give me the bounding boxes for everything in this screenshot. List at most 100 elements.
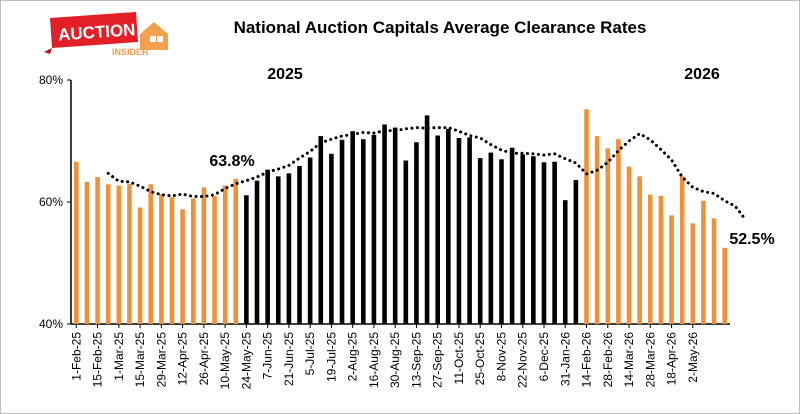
x-tick-label: 8-Nov-25 bbox=[494, 332, 508, 382]
x-tick-label: 28-Mar-26 bbox=[643, 332, 657, 388]
bar bbox=[594, 136, 600, 324]
bar bbox=[701, 200, 706, 324]
bar bbox=[169, 197, 175, 324]
bar bbox=[541, 162, 547, 324]
x-tick-label: 1-Mar-25 bbox=[112, 332, 126, 381]
bar bbox=[244, 195, 249, 324]
svg-text:INSIDER: INSIDER bbox=[112, 47, 149, 57]
bar bbox=[499, 159, 504, 324]
bar bbox=[265, 169, 270, 324]
bar bbox=[350, 131, 355, 324]
bar bbox=[446, 128, 451, 324]
bar bbox=[626, 166, 632, 324]
bar bbox=[180, 209, 185, 324]
bar bbox=[562, 200, 568, 324]
bar bbox=[392, 127, 398, 324]
x-tick-label: 16-Aug-25 bbox=[367, 332, 381, 388]
bar bbox=[414, 142, 419, 324]
bar bbox=[318, 136, 324, 324]
bar bbox=[361, 139, 366, 324]
bar bbox=[105, 184, 111, 324]
x-tick-label: 12-Apr-25 bbox=[176, 332, 190, 386]
x-tick-label: 30-Aug-25 bbox=[388, 332, 402, 388]
bar bbox=[647, 194, 653, 324]
bar bbox=[371, 134, 377, 324]
bar bbox=[137, 207, 143, 324]
x-tick-label: 10-May-25 bbox=[218, 332, 232, 390]
x-tick-label: 19-Jul-25 bbox=[324, 332, 338, 382]
x-tick-label: 14-Mar-26 bbox=[622, 332, 636, 388]
y-tick-label: 80% bbox=[39, 73, 63, 87]
bar bbox=[520, 154, 526, 324]
x-tick-label: 13-Sep-25 bbox=[409, 332, 423, 388]
bar bbox=[233, 178, 239, 324]
trend-line bbox=[106, 126, 748, 222]
bar bbox=[254, 180, 260, 324]
annotation-peak: 63.8% bbox=[209, 153, 254, 170]
bar bbox=[222, 185, 228, 324]
x-tick-label: 2-May-26 bbox=[686, 332, 700, 383]
bar bbox=[201, 187, 207, 324]
bar bbox=[605, 148, 611, 324]
bar bbox=[382, 124, 387, 324]
x-tick-label: 25-Oct-25 bbox=[473, 332, 487, 386]
bar bbox=[658, 195, 664, 324]
x-tick-label: 18-Apr-26 bbox=[665, 332, 679, 386]
x-tick-label: 5-Jul-25 bbox=[303, 332, 317, 376]
year-label-2026: 2026 bbox=[684, 66, 720, 83]
x-tick-label: 22-Nov-25 bbox=[516, 332, 530, 388]
bar bbox=[424, 115, 430, 324]
bar bbox=[190, 198, 196, 324]
bar bbox=[148, 184, 154, 324]
auction-insider-logo: AUCTION INSIDER bbox=[44, 8, 176, 60]
x-tick-label: 11-Oct-25 bbox=[452, 332, 466, 385]
bar bbox=[297, 166, 302, 324]
x-tick-label: 31-Jan-26 bbox=[558, 332, 572, 386]
x-tick-label: 15-Feb-25 bbox=[91, 332, 105, 388]
bar bbox=[509, 147, 515, 324]
bar bbox=[669, 215, 674, 324]
bar bbox=[722, 247, 727, 324]
bar bbox=[84, 181, 90, 324]
bar bbox=[74, 161, 79, 324]
x-tick-label: 2-Aug-25 bbox=[346, 332, 360, 382]
bar bbox=[467, 137, 472, 324]
year-label-2025: 2025 bbox=[267, 66, 303, 83]
bar bbox=[212, 195, 217, 324]
bar bbox=[679, 176, 685, 324]
bar bbox=[339, 139, 345, 324]
bar bbox=[116, 185, 122, 324]
bar bbox=[531, 156, 536, 324]
bar bbox=[616, 139, 621, 324]
bar bbox=[95, 176, 100, 324]
bar bbox=[477, 158, 483, 324]
x-tick-label: 26-Apr-25 bbox=[197, 332, 211, 386]
bar bbox=[127, 183, 132, 324]
x-tick-label: 15-Mar-25 bbox=[133, 332, 147, 388]
bar bbox=[403, 160, 409, 324]
x-tick-label: 1-Feb-25 bbox=[69, 332, 83, 381]
bar bbox=[307, 157, 313, 324]
bar bbox=[488, 152, 494, 324]
bar bbox=[573, 180, 579, 324]
bar bbox=[159, 194, 164, 324]
x-tick-label: 21-Jun-25 bbox=[282, 332, 296, 386]
bar bbox=[690, 223, 696, 324]
x-tick-label: 7-Jun-25 bbox=[261, 332, 275, 380]
bar bbox=[275, 176, 281, 324]
x-tick-label: 14-Feb-26 bbox=[580, 332, 594, 388]
annotation-latest: 52.5% bbox=[729, 231, 774, 248]
bar bbox=[456, 137, 462, 324]
bar bbox=[584, 109, 589, 324]
x-tick-label: 27-Sep-25 bbox=[431, 332, 445, 388]
x-tick-label: 29-Mar-25 bbox=[154, 332, 168, 388]
bar bbox=[329, 153, 334, 324]
bar bbox=[637, 176, 642, 324]
x-tick-label: 6-Dec-25 bbox=[537, 332, 551, 382]
bar bbox=[286, 173, 292, 324]
x-tick-label: 24-May-25 bbox=[239, 332, 253, 390]
bar bbox=[711, 218, 717, 324]
bar bbox=[435, 135, 440, 324]
bar bbox=[552, 161, 557, 324]
